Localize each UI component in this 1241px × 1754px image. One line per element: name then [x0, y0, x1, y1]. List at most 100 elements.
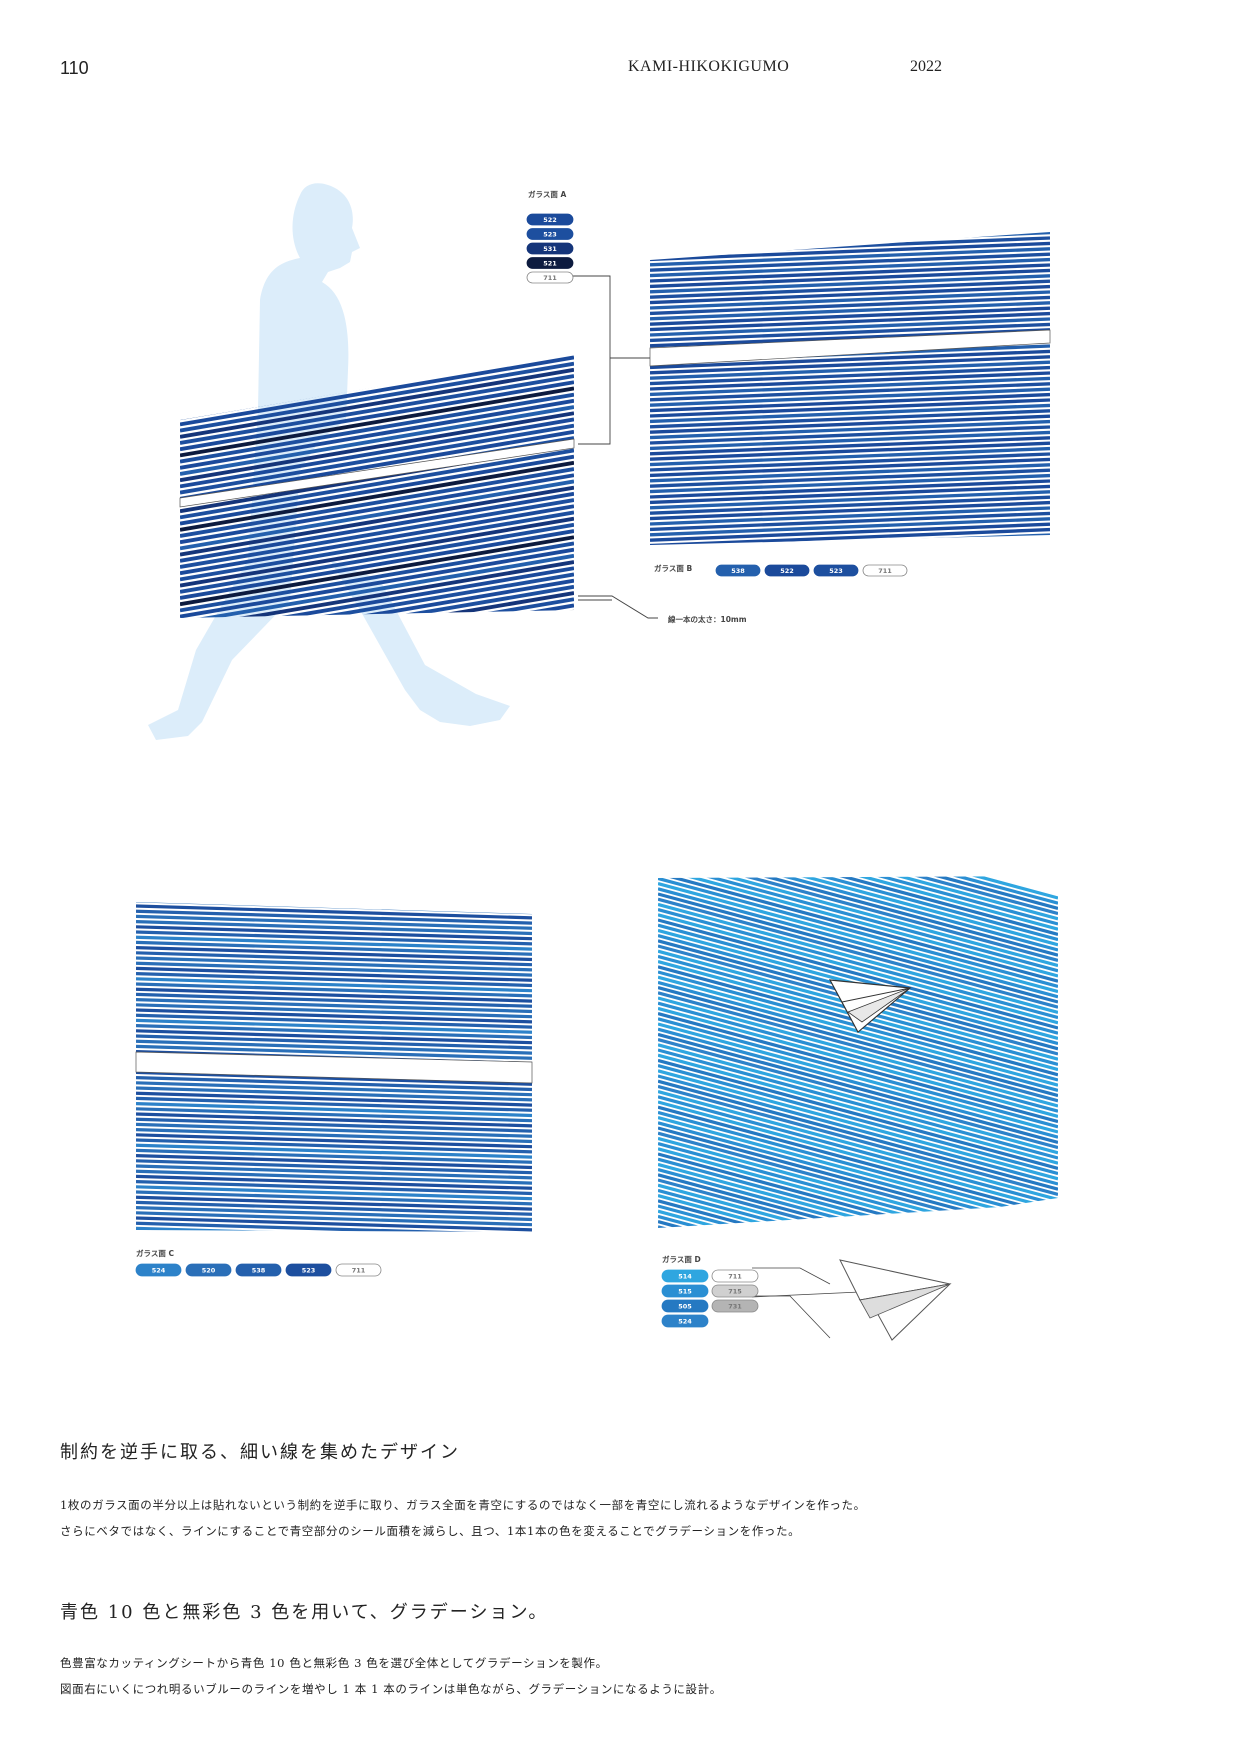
stripe-line	[136, 1029, 532, 1045]
stripe-line	[180, 460, 574, 532]
stripe-line	[180, 485, 574, 557]
stripe-line	[650, 511, 1050, 532]
stripe-line	[180, 417, 574, 489]
color-swatch-522	[764, 564, 810, 577]
stripe-line	[650, 349, 1050, 370]
stripe-line	[136, 1174, 532, 1190]
stripe-line	[650, 398, 1050, 418]
stripe-line	[650, 473, 1050, 494]
stripe-line	[658, 876, 1058, 905]
stripe-line	[180, 522, 574, 594]
leader-line-d3	[752, 1295, 831, 1339]
stripe-line	[136, 987, 532, 1003]
stripe-line	[180, 283, 574, 350]
stripe-line	[658, 1027, 1058, 1139]
stripe-line	[180, 479, 574, 551]
stripe-line	[650, 419, 1050, 440]
stripe-line	[650, 425, 1050, 445]
stripe-line	[658, 1147, 1058, 1228]
color-swatch-label: 711	[543, 274, 557, 282]
stripe-line	[136, 914, 532, 930]
stripe-line	[658, 1300, 1058, 1408]
stripe-line	[650, 403, 1050, 424]
stripe-line	[658, 1022, 1058, 1134]
header-year: 2022	[910, 58, 942, 75]
stripe-line	[180, 572, 574, 618]
color-swatch-538	[715, 564, 761, 577]
glass-panel-c-clear-band	[135, 1051, 533, 1084]
color-swatch-522	[526, 213, 574, 226]
stripe-line	[658, 1069, 1058, 1181]
color-swatch-label: 505	[678, 1302, 692, 1310]
stripe-line	[650, 436, 1050, 456]
stripe-line	[136, 945, 532, 962]
stripe-line	[136, 1216, 532, 1232]
section1-line-2: さらにベタではなく、ラインにすることで青空部分のシール面積を減らし、且つ、1本1…	[60, 1524, 801, 1538]
stripe-line	[180, 354, 574, 390]
panel-a-swatches: 522 523 531 521 711	[526, 213, 574, 284]
color-swatch-711	[335, 1263, 382, 1277]
color-swatch-715	[711, 1284, 759, 1298]
paper-plane-diagram-icon	[839, 1259, 952, 1341]
color-swatch-label: 523	[829, 567, 843, 575]
stripe-line	[136, 977, 532, 993]
color-swatch-label: 538	[731, 567, 745, 575]
stripe-line	[650, 479, 1050, 499]
stripe-line	[136, 1122, 532, 1138]
stripe-line	[180, 454, 574, 526]
stripe-line	[658, 1136, 1058, 1228]
stripe-line	[658, 876, 1058, 942]
stripe-line	[658, 1173, 1058, 1228]
glass-panel-d-stripes	[658, 876, 1058, 1408]
stripe-line	[650, 295, 1050, 316]
stripe-line	[650, 322, 1050, 343]
stripe-line	[180, 498, 574, 569]
stripe-line	[658, 1142, 1058, 1228]
line-width-leader	[578, 595, 658, 619]
stripe-line	[136, 1018, 532, 1034]
stripe-line	[650, 409, 1050, 429]
stripe-line	[658, 980, 1058, 1092]
stripe-line	[658, 913, 1058, 1025]
section1-heading: 制約を逆手に取る、細い線を集めたデザイン	[60, 1442, 460, 1463]
stripe-line	[658, 1043, 1058, 1155]
color-swatch-label: 715	[728, 1287, 742, 1295]
color-swatch-523	[526, 228, 574, 240]
stripe-line	[658, 1204, 1058, 1228]
section2-line-1: 色豊富なカッティングシートから青色 10 色と無彩色 3 色を選び全体としてグラ…	[60, 1656, 608, 1670]
color-swatch-label: 711	[878, 567, 892, 575]
leader-line-a	[566, 275, 611, 445]
stripe-line	[136, 1200, 532, 1216]
stripe-line	[650, 387, 1050, 407]
stripe-line	[180, 392, 574, 464]
color-swatch-524	[135, 1263, 182, 1277]
stripe-line	[136, 1003, 532, 1019]
stripe-line	[180, 411, 574, 483]
leader-line-d1	[752, 1267, 831, 1285]
stripe-line	[658, 876, 1058, 916]
stripe-line	[180, 354, 574, 383]
stripe-line	[650, 392, 1050, 413]
panel-c-swatches: 524 520 538 523 711	[135, 1263, 382, 1277]
stripe-line	[650, 463, 1050, 483]
stripe-line	[650, 446, 1050, 467]
stripe-line	[658, 1152, 1058, 1228]
color-swatch-label: 731	[728, 1302, 742, 1310]
stripe-line	[658, 1178, 1058, 1228]
color-swatch-label: 523	[543, 230, 557, 238]
stripe-line	[136, 940, 532, 956]
stripe-line	[180, 467, 574, 538]
stripe-line	[658, 876, 1058, 957]
stripe-line	[180, 354, 574, 365]
stripe-line	[658, 876, 1058, 962]
stripe-line	[180, 361, 574, 433]
stripe-line	[136, 992, 532, 1008]
stripe-line	[180, 405, 574, 476]
color-swatch-label: 522	[780, 567, 794, 575]
stripe-line	[180, 529, 574, 600]
stripe-line	[136, 1244, 532, 1256]
stripe-line	[658, 986, 1058, 1098]
stripe-line	[136, 1164, 532, 1180]
color-swatch-711	[526, 271, 574, 284]
stripe-line	[650, 360, 1050, 380]
